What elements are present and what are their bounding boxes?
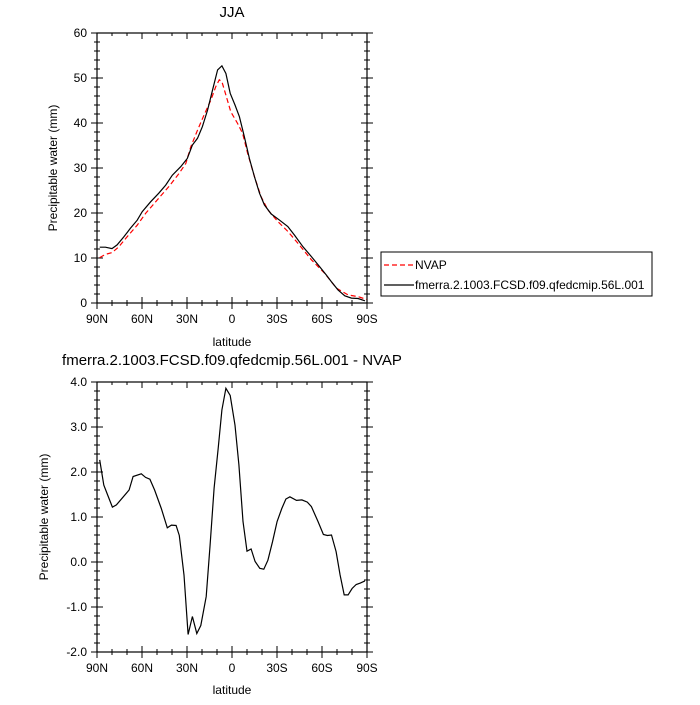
x-tick-label: 30S bbox=[266, 312, 287, 326]
y-tick-label: 60 bbox=[74, 26, 88, 40]
plot-frame bbox=[96, 381, 368, 653]
y-tick-label: 0.0 bbox=[70, 555, 87, 569]
legend-box bbox=[380, 251, 653, 297]
x-tick-label: 90S bbox=[356, 312, 377, 326]
x-tick-label: 60S bbox=[311, 312, 332, 326]
x-tick-label: 30N bbox=[176, 661, 198, 675]
legend-label-nvap: NVAP bbox=[415, 258, 447, 272]
top-panel-jja: JJA latitude Precipitable water (mm) 90N… bbox=[46, 4, 378, 349]
y-tick-label: 30 bbox=[74, 161, 88, 175]
y-tick-label: 40 bbox=[74, 116, 88, 130]
x-tick-label: 90N bbox=[86, 312, 108, 326]
legend: NVAP fmerra.2.1003.FCSD.f09.qfedcmip.56L… bbox=[380, 251, 653, 297]
x-tick-label: 30S bbox=[266, 661, 287, 675]
y-tick-label: 4.0 bbox=[70, 375, 87, 389]
x-tick-label: 60S bbox=[311, 661, 332, 675]
x-axis-label: latitude bbox=[213, 335, 252, 349]
x-tick-label: 0 bbox=[229, 661, 236, 675]
y-tick-label: -1.0 bbox=[66, 600, 87, 614]
series-line-difference bbox=[99, 386, 366, 636]
y-tick-label: -2.0 bbox=[66, 645, 87, 659]
x-tick-label: 90N bbox=[86, 661, 108, 675]
y-axis-label: Precipitable water (mm) bbox=[37, 454, 51, 581]
x-tick-label: 60N bbox=[131, 661, 153, 675]
y-tick-label: 10 bbox=[74, 251, 88, 265]
series-line-nvap bbox=[99, 78, 367, 300]
x-tick-label: 30N bbox=[176, 312, 198, 326]
y-tick-label: 2.0 bbox=[70, 465, 87, 479]
x-tick-label: 0 bbox=[229, 312, 236, 326]
plot-frame bbox=[96, 32, 368, 304]
chart-title: fmerra.2.1003.FCSD.f09.qfedcmip.56L.001 … bbox=[62, 352, 402, 369]
x-tick-label: 90S bbox=[356, 661, 377, 675]
legend-label-model: fmerra.2.1003.FCSD.f09.qfedcmip.56L.001 bbox=[415, 278, 645, 292]
x-axis-label: latitude bbox=[213, 683, 252, 697]
bottom-panel-difference: fmerra.2.1003.FCSD.f09.qfedcmip.56L.001 … bbox=[37, 352, 402, 697]
y-tick-label: 20 bbox=[74, 206, 88, 220]
y-axis-label: Precipitable water (mm) bbox=[46, 105, 60, 232]
y-tick-label: 1.0 bbox=[70, 510, 87, 524]
y-tick-label: 50 bbox=[74, 71, 88, 85]
x-tick-label: 60N bbox=[131, 312, 153, 326]
y-tick-label: 0 bbox=[80, 296, 87, 310]
chart-title: JJA bbox=[219, 4, 244, 21]
y-tick-label: 3.0 bbox=[70, 420, 87, 434]
series-line-model bbox=[99, 64, 366, 302]
